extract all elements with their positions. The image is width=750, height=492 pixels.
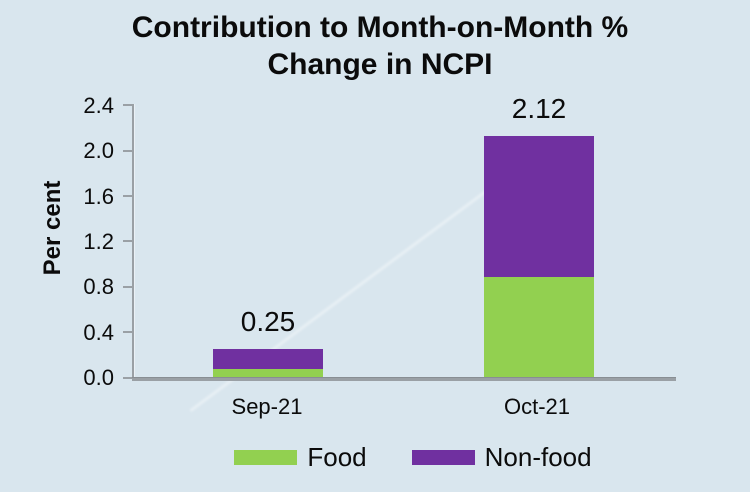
y-tick-mark — [123, 195, 133, 197]
legend-item-nonfood: Non-food — [411, 442, 592, 472]
y-tick-label: 1.6 — [83, 184, 114, 209]
y-tick-mark — [123, 104, 133, 106]
y-tick-label: 0.0 — [83, 365, 114, 390]
y-tick-mark — [123, 150, 133, 152]
y-tick-label: 0.4 — [83, 320, 114, 345]
food-swatch — [234, 449, 298, 465]
bar-total-label: 2.12 — [511, 93, 567, 124]
y-axis-line — [132, 104, 134, 378]
x-tick-label: Sep-21 — [231, 394, 303, 419]
bar-oct-21: 2.12 — [484, 94, 594, 377]
y-tick-label: 2.0 — [83, 138, 114, 163]
y-tick-mark — [123, 286, 133, 288]
legend: Food Non-food — [38, 443, 750, 471]
y-tick-label: 2.4 — [83, 93, 114, 118]
chart-title: Contribution to Month-on-Month % Change … — [131, 11, 629, 81]
bar-segment-nonfood — [213, 349, 323, 369]
x-tick-label: Oct-21 — [503, 394, 571, 419]
legend-item-food: Food — [234, 442, 367, 472]
y-tick-label: 0.8 — [83, 274, 114, 299]
y-tick-mark — [123, 377, 133, 379]
x-axis-line — [132, 377, 676, 381]
legend-label-nonfood: Non-food — [484, 442, 592, 472]
bar-segment-food — [213, 369, 323, 377]
y-tick-mark — [123, 240, 133, 242]
y-tick-label: 1.2 — [83, 229, 114, 254]
bar-total-label: 0.25 — [240, 306, 296, 337]
legend-label-food: Food — [307, 442, 367, 472]
y-tick-mark — [123, 331, 133, 333]
bar-segment-food — [484, 277, 594, 377]
bar-sep-21: 0.25 — [213, 307, 323, 377]
bar-segment-nonfood — [484, 136, 594, 277]
nonfood-swatch — [411, 449, 475, 465]
